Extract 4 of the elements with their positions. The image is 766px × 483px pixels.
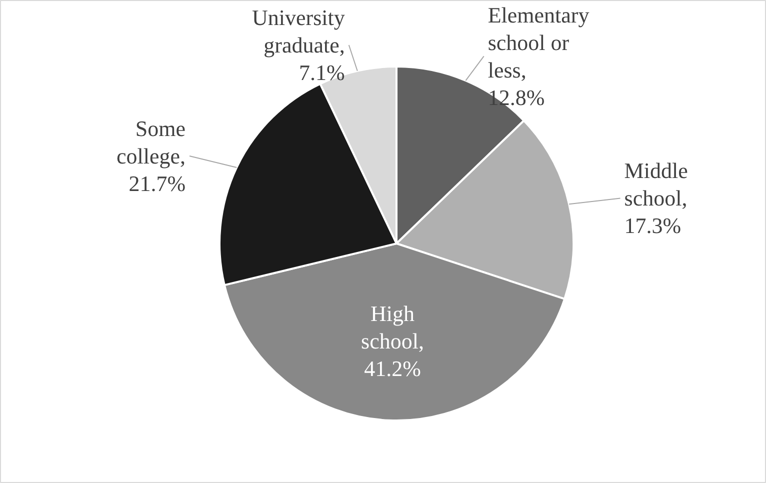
slice-label: Some college, 21.7% [116, 116, 186, 196]
slice-label: Middle school, 17.3% [624, 158, 688, 238]
slice-label: High school, 41.2% [361, 300, 424, 381]
slice-label: University graduate, 7.1% [252, 4, 345, 85]
